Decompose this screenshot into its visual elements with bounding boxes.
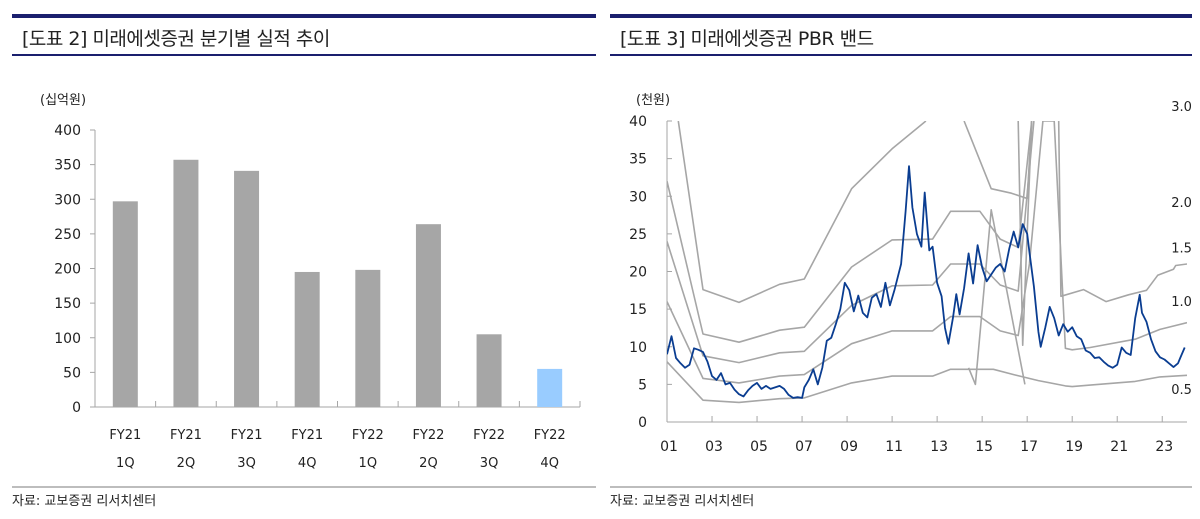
x-tick-label: 05	[750, 439, 768, 455]
header-rule-bottom	[12, 54, 596, 56]
pbr-band-line-band-segments-2015-2017-b	[1017, 121, 1033, 347]
band-label: 1.0x	[1171, 295, 1192, 310]
x-tick-label: 13	[930, 439, 948, 455]
x-tick-label: 23	[1155, 439, 1173, 455]
bar-fy22-4q	[537, 368, 563, 407]
x-tick-label: 1Q	[359, 456, 378, 471]
pbr-band-line-band-right-3-0x	[1057, 121, 1187, 303]
y-tick-label: 300	[54, 192, 81, 208]
band-label: 1.5x	[1171, 242, 1192, 257]
y-tick-label: 150	[54, 296, 81, 312]
y-tick-label: 400	[54, 123, 81, 139]
pbr-band-line-0-5x	[667, 361, 1187, 404]
x-tick-label: 01	[660, 439, 678, 455]
pbr-band-line-3-0x	[677, 121, 927, 304]
x-tick-label: FY21	[291, 428, 323, 443]
price-line	[667, 165, 1186, 399]
bar-fy21-4q	[294, 271, 320, 407]
right-panel-pbr-band: [도표 3] 미래에셋증권 PBR 밴드 (천원) 0 5 10 15 20 25 30 35 4…	[610, 0, 1192, 519]
x-tick-label: FY22	[534, 428, 566, 443]
y-tick-label: 10	[629, 340, 647, 356]
x-tick-label: 2Q	[177, 456, 196, 471]
y-tick-label: 100	[54, 331, 81, 347]
footer-rule	[12, 486, 596, 488]
x-tick-label: 3Q	[237, 456, 256, 471]
x-tick-label: 4Q	[298, 456, 317, 471]
y-tick-label: 0	[72, 400, 81, 416]
x-tick-label: 3Q	[480, 456, 499, 471]
bar-fy22-1q	[355, 269, 381, 407]
header-rule-bottom	[610, 54, 1192, 56]
band-label: 0.5x	[1171, 383, 1192, 398]
header-rule-top	[610, 14, 1192, 18]
x-tick-label: 17	[1020, 439, 1038, 455]
x-tick-label: 15	[975, 439, 993, 455]
band-label: 3.0x	[1171, 100, 1192, 115]
y-tick-label: 5	[638, 377, 647, 393]
x-tick-label: 1Q	[116, 456, 135, 471]
y-tick-label: 350	[54, 158, 81, 174]
y-tick-label: 0	[638, 415, 647, 431]
x-tick-label: 03	[705, 439, 723, 455]
bar-fy22-3q	[476, 334, 502, 407]
y-axis-unit-label: (천원)	[636, 93, 670, 108]
y-tick-label: 15	[629, 302, 647, 318]
pbr-band-line-1-0x	[667, 121, 1187, 384]
pbr-band-line-0-5x-spike	[967, 209, 1026, 386]
bar-fy21-2q	[173, 159, 199, 407]
bar-fy21-1q	[112, 201, 138, 407]
y-tick-label: 30	[629, 189, 647, 205]
header-rule-top	[12, 14, 596, 18]
x-tick-label: FY22	[473, 428, 505, 443]
chart-title: [도표 2] 미래에셋증권 분기별 실적 추이	[22, 28, 330, 50]
x-tick-label: FY22	[352, 428, 384, 443]
pbr-band-line-band-segments-2015-2017	[963, 121, 1033, 200]
x-tick-label: 21	[1110, 439, 1128, 455]
source-note: 자료: 교보증권 리서치센터	[610, 494, 755, 509]
pbr-band-line-1-5x	[667, 121, 1035, 364]
left-panel-quarterly-earnings: [도표 2] 미래에셋증권 분기별 실적 추이 (십억원) 0 50 100 150 20…	[12, 0, 596, 519]
x-tick-label: 09	[840, 439, 858, 455]
chart-title: [도표 3] 미래에셋증권 PBR 밴드	[620, 28, 874, 50]
x-tick-label: 11	[885, 439, 903, 455]
y-tick-label: 200	[54, 262, 81, 278]
source-note: 자료: 교보증권 리서치센터	[12, 494, 157, 509]
x-tick-label: FY21	[170, 428, 202, 443]
y-tick-label: 250	[54, 227, 81, 243]
y-tick-label: 40	[629, 114, 647, 130]
band-label: 2.0x	[1171, 196, 1192, 211]
x-tick-label: 2Q	[419, 456, 438, 471]
x-tick-label: FY21	[109, 428, 141, 443]
y-tick-label: 50	[63, 365, 81, 381]
y-tick-label: 25	[629, 227, 647, 243]
x-tick-label: 4Q	[540, 456, 559, 471]
x-tick-label: 07	[795, 439, 813, 455]
bar-chart: (십억원) 0 50 100 150 200 250 300 350 400 FY21 1Q FY21 2…	[40, 93, 581, 471]
x-tick-label: FY22	[412, 428, 444, 443]
y-tick-label: 35	[629, 152, 647, 168]
pbr-band-line-2-0x	[667, 121, 1033, 344]
y-tick-label: 20	[629, 265, 647, 281]
x-tick-label: FY21	[231, 428, 263, 443]
y-axis-unit-label: (십억원)	[40, 93, 86, 108]
bar-fy21-3q	[234, 170, 260, 407]
bar-fy22-2q	[415, 224, 441, 407]
footer-rule	[610, 486, 1192, 488]
x-tick-label: 19	[1065, 439, 1083, 455]
